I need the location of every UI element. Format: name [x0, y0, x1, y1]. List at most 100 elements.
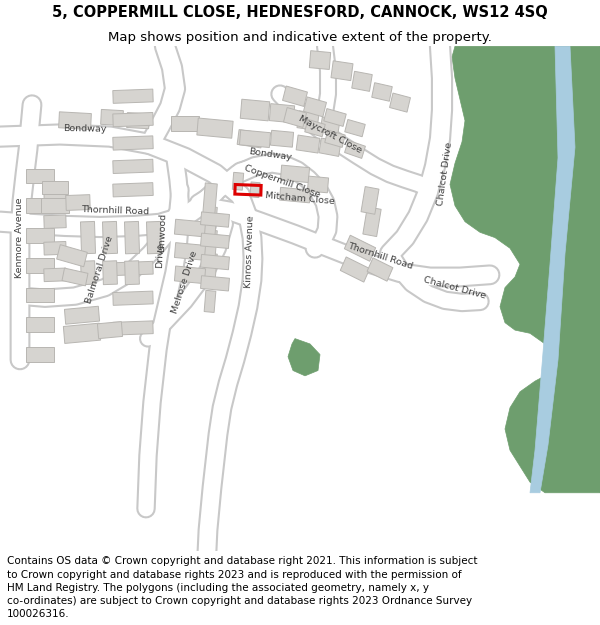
Polygon shape: [450, 46, 600, 493]
Polygon shape: [26, 198, 54, 213]
Polygon shape: [66, 194, 90, 211]
Polygon shape: [175, 266, 206, 284]
Polygon shape: [331, 61, 353, 81]
Polygon shape: [389, 93, 410, 112]
Polygon shape: [125, 261, 139, 284]
Polygon shape: [269, 104, 295, 123]
Polygon shape: [56, 244, 88, 267]
Polygon shape: [203, 229, 217, 262]
Polygon shape: [200, 212, 229, 228]
Polygon shape: [344, 141, 365, 158]
Polygon shape: [146, 221, 161, 254]
Polygon shape: [352, 71, 372, 91]
Polygon shape: [175, 242, 206, 260]
Polygon shape: [113, 261, 153, 276]
Polygon shape: [124, 221, 140, 254]
Polygon shape: [271, 130, 293, 147]
Polygon shape: [26, 258, 54, 272]
Text: Chalcot Drive: Chalcot Drive: [436, 141, 454, 206]
Polygon shape: [280, 165, 310, 182]
Polygon shape: [203, 183, 217, 216]
Polygon shape: [26, 288, 54, 302]
Polygon shape: [232, 173, 244, 190]
Polygon shape: [204, 291, 216, 312]
Text: Maycroft Close: Maycroft Close: [297, 114, 363, 155]
Polygon shape: [64, 323, 101, 344]
Text: to Crown copyright and database rights 2023 and is reproduced with the permissio: to Crown copyright and database rights 2…: [7, 569, 462, 579]
Polygon shape: [44, 188, 66, 202]
Polygon shape: [367, 258, 393, 281]
Text: 5, COPPERMILL CLOSE, HEDNESFORD, CANNOCK, WS12 4SQ: 5, COPPERMILL CLOSE, HEDNESFORD, CANNOCK…: [52, 5, 548, 20]
Polygon shape: [250, 182, 260, 198]
Polygon shape: [340, 257, 370, 282]
Polygon shape: [197, 118, 233, 138]
Polygon shape: [26, 347, 54, 362]
Text: HM Land Registry. The polygons (including the associated geometry, namely x, y: HM Land Registry. The polygons (includin…: [7, 582, 429, 592]
Polygon shape: [113, 159, 153, 174]
Text: Balmoral Drive: Balmoral Drive: [85, 234, 115, 304]
Polygon shape: [530, 46, 575, 493]
Polygon shape: [42, 181, 68, 194]
Text: Chalcot Drive: Chalcot Drive: [423, 275, 487, 300]
Polygon shape: [80, 221, 95, 254]
Polygon shape: [304, 97, 326, 117]
Polygon shape: [320, 117, 340, 135]
Polygon shape: [237, 129, 263, 148]
Polygon shape: [283, 86, 307, 106]
Text: Map shows position and indicative extent of the property.: Map shows position and indicative extent…: [108, 31, 492, 44]
Text: Bondway: Bondway: [248, 148, 292, 162]
Polygon shape: [101, 109, 124, 126]
Polygon shape: [103, 261, 118, 284]
Polygon shape: [288, 339, 320, 376]
Polygon shape: [284, 107, 307, 127]
Polygon shape: [307, 176, 329, 192]
Polygon shape: [280, 188, 310, 203]
Polygon shape: [44, 268, 66, 282]
Text: Contains OS data © Crown copyright and database right 2021. This information is : Contains OS data © Crown copyright and d…: [7, 556, 478, 566]
Text: Drive: Drive: [155, 243, 165, 269]
Polygon shape: [361, 186, 379, 214]
Text: Kenmore Avenue: Kenmore Avenue: [16, 198, 25, 278]
Polygon shape: [363, 207, 381, 237]
Polygon shape: [203, 253, 217, 286]
Polygon shape: [103, 221, 118, 254]
Polygon shape: [59, 112, 91, 129]
Polygon shape: [80, 261, 95, 284]
Polygon shape: [127, 112, 149, 129]
Polygon shape: [113, 89, 153, 103]
Text: Linwood: Linwood: [157, 213, 167, 252]
Polygon shape: [296, 135, 320, 153]
Text: Thornhill Road: Thornhill Road: [81, 206, 149, 217]
Polygon shape: [44, 215, 66, 229]
Polygon shape: [319, 138, 341, 156]
Polygon shape: [203, 206, 217, 239]
Polygon shape: [200, 233, 229, 249]
Polygon shape: [26, 228, 54, 243]
Polygon shape: [344, 235, 376, 261]
Polygon shape: [200, 254, 229, 270]
Polygon shape: [310, 51, 331, 69]
Polygon shape: [325, 130, 345, 148]
Polygon shape: [26, 169, 54, 183]
Polygon shape: [239, 130, 271, 148]
Text: Kinross Avenue: Kinross Avenue: [244, 215, 256, 288]
Polygon shape: [113, 182, 153, 197]
Polygon shape: [26, 318, 54, 332]
Polygon shape: [171, 116, 199, 131]
Polygon shape: [41, 198, 69, 213]
Polygon shape: [175, 219, 206, 237]
Polygon shape: [64, 306, 100, 324]
Polygon shape: [240, 99, 270, 121]
Text: Thornhill Road: Thornhill Road: [346, 241, 414, 271]
Polygon shape: [113, 112, 153, 127]
Polygon shape: [97, 322, 122, 339]
Text: Coppermill Close: Coppermill Close: [243, 163, 321, 199]
Polygon shape: [113, 321, 153, 335]
Polygon shape: [305, 110, 330, 137]
Text: Melrose Drive: Melrose Drive: [170, 250, 199, 315]
Polygon shape: [200, 276, 229, 291]
Polygon shape: [113, 291, 153, 306]
Polygon shape: [297, 111, 319, 131]
Polygon shape: [62, 268, 88, 286]
Polygon shape: [372, 82, 392, 101]
